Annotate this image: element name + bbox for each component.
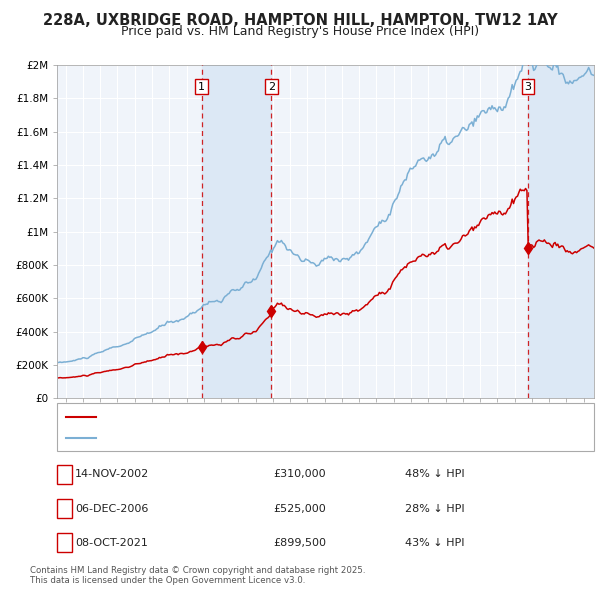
Text: 228A, UXBRIDGE ROAD, HAMPTON HILL, HAMPTON, TW12 1AY: 228A, UXBRIDGE ROAD, HAMPTON HILL, HAMPT… — [43, 12, 557, 28]
Text: 3: 3 — [524, 81, 532, 91]
Text: HPI: Average price, detached house, Richmond upon Thames: HPI: Average price, detached house, Rich… — [105, 433, 410, 443]
Text: 1: 1 — [198, 81, 205, 91]
Text: 14-NOV-2002: 14-NOV-2002 — [75, 470, 149, 479]
Text: 228A, UXBRIDGE ROAD, HAMPTON HILL, HAMPTON, TW12 1AY (detached house): 228A, UXBRIDGE ROAD, HAMPTON HILL, HAMPT… — [105, 411, 507, 421]
Text: £899,500: £899,500 — [273, 538, 326, 548]
Text: 43% ↓ HPI: 43% ↓ HPI — [405, 538, 464, 548]
Bar — [202, 65, 271, 398]
Text: 2: 2 — [268, 81, 275, 91]
Text: 08-OCT-2021: 08-OCT-2021 — [75, 538, 148, 548]
Text: 2: 2 — [61, 502, 68, 515]
Text: £310,000: £310,000 — [273, 470, 326, 479]
Text: £525,000: £525,000 — [273, 504, 326, 513]
Text: Contains HM Land Registry data © Crown copyright and database right 2025.
This d: Contains HM Land Registry data © Crown c… — [30, 566, 365, 585]
Text: 48% ↓ HPI: 48% ↓ HPI — [405, 470, 464, 479]
Text: 06-DEC-2006: 06-DEC-2006 — [75, 504, 149, 513]
Text: 28% ↓ HPI: 28% ↓ HPI — [405, 504, 464, 513]
Text: Price paid vs. HM Land Registry's House Price Index (HPI): Price paid vs. HM Land Registry's House … — [121, 25, 479, 38]
Text: 3: 3 — [61, 536, 68, 549]
Text: 1: 1 — [61, 468, 68, 481]
Bar — [528, 65, 594, 398]
